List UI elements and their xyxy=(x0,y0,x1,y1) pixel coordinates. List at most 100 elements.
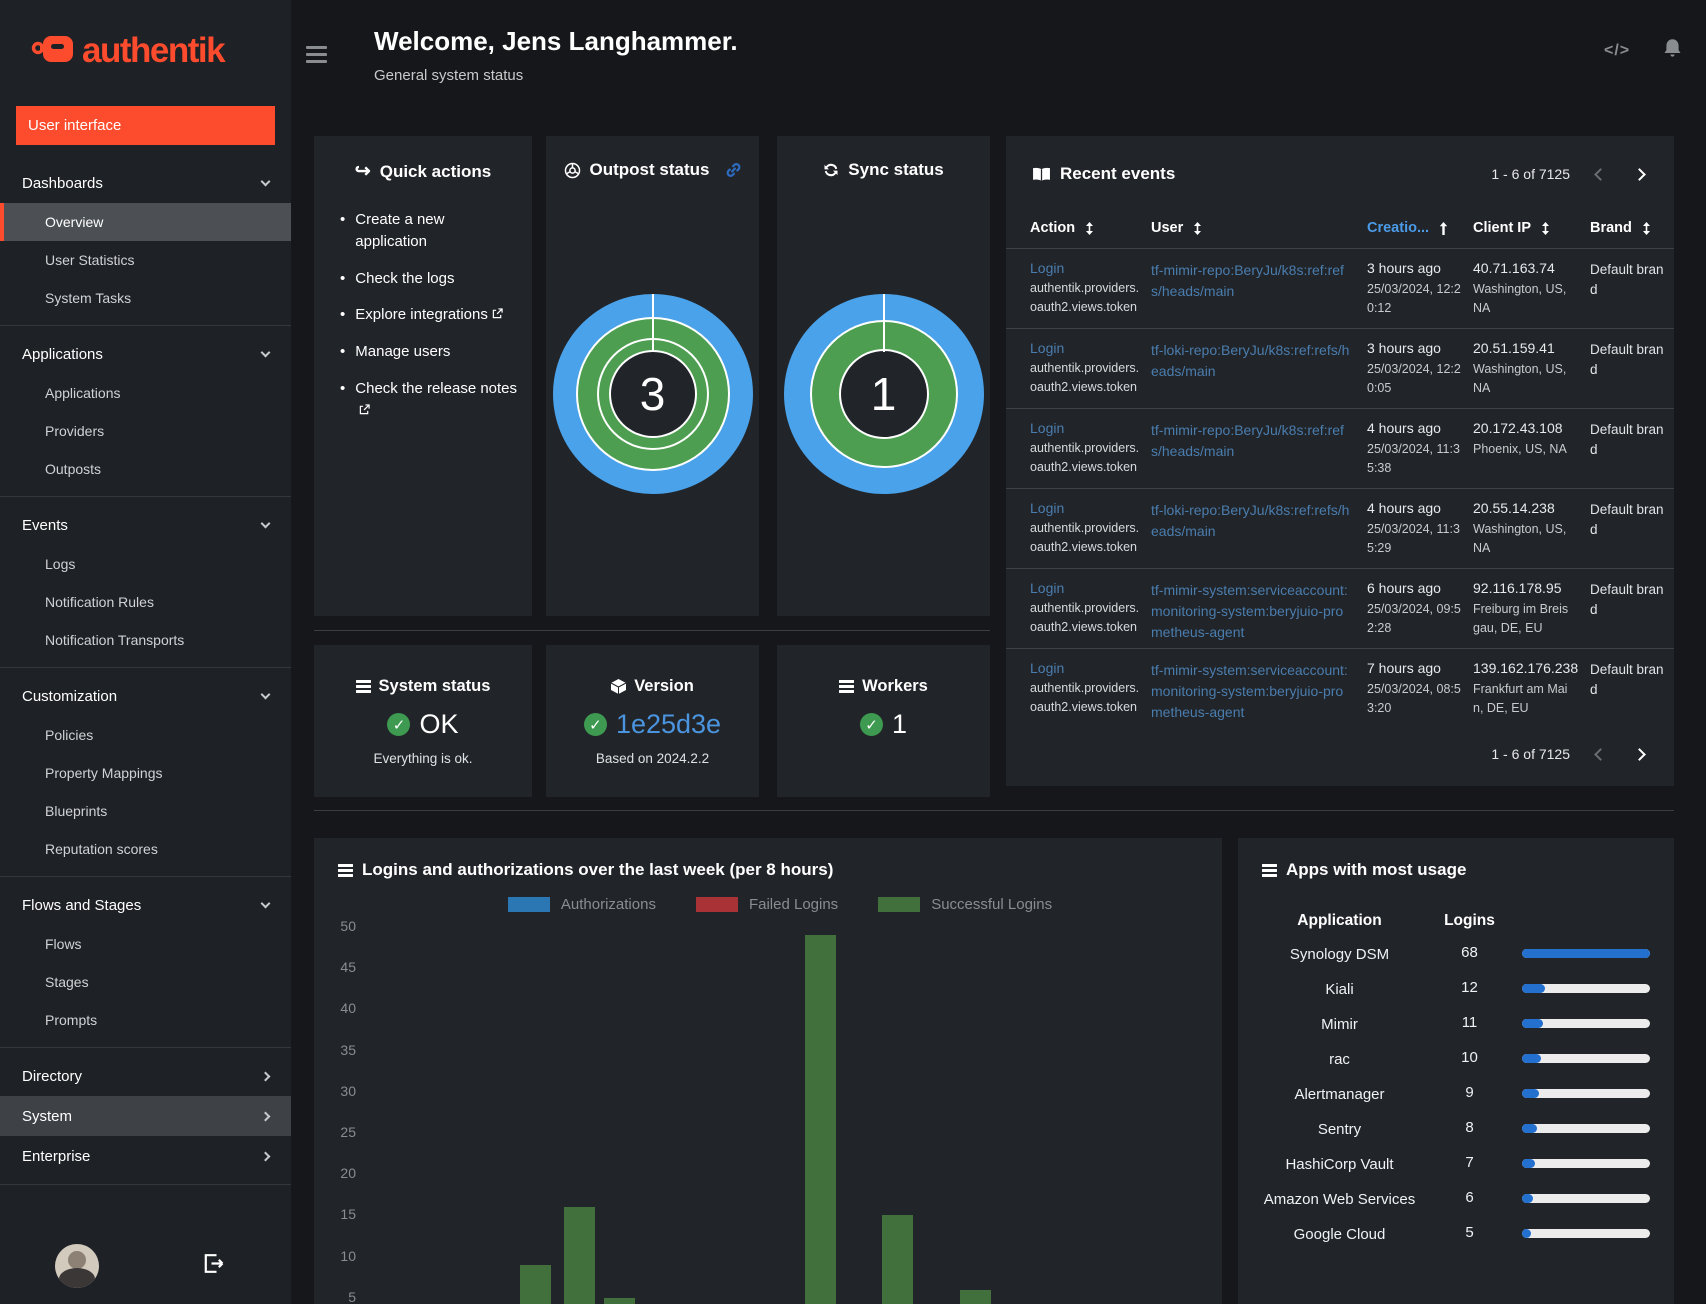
usage-bar-fill xyxy=(1522,984,1545,993)
event-action-link[interactable]: Login xyxy=(1030,340,1065,356)
event-action-detail: authentik.providers.oauth2.views.token xyxy=(1030,681,1140,715)
sidebar-section-dashboards[interactable]: Dashboards xyxy=(0,163,291,203)
section-label: Directory xyxy=(22,1067,83,1085)
event-action-detail: authentik.providers.oauth2.views.token xyxy=(1030,281,1140,315)
event-action-link[interactable]: Login xyxy=(1030,580,1065,596)
column-header-action[interactable]: Action xyxy=(1030,220,1151,236)
legend-item[interactable]: Authorizations xyxy=(507,896,656,913)
sidebar-item-blueprints[interactable]: Blueprints xyxy=(45,803,108,819)
event-action-link[interactable]: Login xyxy=(1030,660,1065,676)
sidebar-item-overview[interactable]: Overview xyxy=(0,203,291,241)
event-client-ip: 40.71.163.74 xyxy=(1473,260,1555,276)
sidebar-section-enterprise[interactable]: Enterprise xyxy=(0,1136,291,1176)
sidebar-section-flows-and-stages[interactable]: Flows and Stages xyxy=(0,885,291,925)
sidebar-item-stages[interactable]: Stages xyxy=(45,974,89,990)
sidebar-item-system-tasks[interactable]: System Tasks xyxy=(45,290,132,306)
menu-hamburger-icon[interactable] xyxy=(306,46,327,67)
event-time-cell: 4 hours ago 25/03/2024, 11:35:38 xyxy=(1367,420,1473,488)
column-header-client-ip[interactable]: Client IP xyxy=(1473,220,1590,236)
sidebar-section-directory[interactable]: Directory xyxy=(0,1056,291,1096)
sidebar-item-user-statistics[interactable]: User Statistics xyxy=(45,252,135,268)
sign-out-icon[interactable] xyxy=(203,1254,225,1278)
column-header-brand[interactable]: Brand xyxy=(1590,220,1651,236)
sidebar-item-logs[interactable]: Logs xyxy=(45,556,76,572)
event-ip-cell: 20.51.159.41 Washington, US, NA xyxy=(1473,340,1590,408)
event-brand-cell: Default brand xyxy=(1590,420,1668,488)
app-name: Sentry xyxy=(1317,1121,1362,1138)
pagination-next-button[interactable] xyxy=(1631,162,1648,186)
column-header-user[interactable]: User xyxy=(1151,220,1367,236)
apps-header-row: Application Logins xyxy=(1238,912,1674,930)
usage-bar-fill xyxy=(1522,1159,1536,1168)
link-icon[interactable] xyxy=(726,162,741,178)
sidebar-item-property-mappings[interactable]: Property Mappings xyxy=(45,765,163,781)
user-interface-button[interactable]: User interface xyxy=(16,106,275,145)
notifications-bell-icon[interactable] xyxy=(1663,38,1682,64)
logins-chart-card: Logins and authorizations over the last … xyxy=(314,838,1222,1304)
app-usage-row: rac 10 xyxy=(1238,1049,1674,1070)
sidebar-divider xyxy=(0,876,291,877)
app-usage-row: HashiCorp Vault 7 xyxy=(1238,1154,1674,1175)
chart-plot: 50 45 40 35 30 25 20 15 10 5 xyxy=(314,838,1222,1304)
usage-bar-fill xyxy=(1522,1229,1532,1238)
sidebar-item-applications[interactable]: Applications xyxy=(45,385,121,401)
sidebar-section-system[interactable]: System xyxy=(0,1096,291,1136)
avatar-head xyxy=(68,1251,86,1269)
sidebar-item-policies[interactable]: Policies xyxy=(45,727,94,743)
event-brand: Default brand xyxy=(1590,502,1664,538)
quick-action-link[interactable]: • Check the logs xyxy=(340,268,518,290)
event-time-absolute: 25/03/2024, 12:20:05 xyxy=(1367,362,1461,396)
divider xyxy=(314,630,990,631)
authentik-logo[interactable]: authentik xyxy=(30,26,291,76)
table-row: Login authentik.providers.oauth2.views.to… xyxy=(1006,568,1674,648)
event-client-ip: 139.162.176.238 xyxy=(1473,660,1579,676)
event-user-link[interactable]: tf-loki-repo:BeryJu/k8s:ref:refs/heads/m… xyxy=(1151,502,1350,539)
event-action-link[interactable]: Login xyxy=(1030,500,1065,516)
event-action-cell: Login authentik.providers.oauth2.views.to… xyxy=(1030,580,1151,648)
quick-action-link[interactable]: • Check the release notes xyxy=(340,378,518,422)
legend-label: Successful Logins xyxy=(931,896,1053,913)
sidebar-item-flows[interactable]: Flows xyxy=(45,936,82,952)
event-time-cell: 3 hours ago 25/03/2024, 12:20:12 xyxy=(1367,260,1473,328)
event-user-link[interactable]: tf-mimir-system:serviceaccount:monitorin… xyxy=(1151,662,1348,720)
table-row: Login authentik.providers.oauth2.views.to… xyxy=(1006,648,1674,728)
usage-bar-fill xyxy=(1522,1194,1534,1203)
sidebar-item-providers[interactable]: Providers xyxy=(45,423,105,439)
column-header-creatio-[interactable]: Creatio... xyxy=(1367,220,1473,236)
avatar[interactable] xyxy=(55,1244,99,1288)
pagination-next-button[interactable] xyxy=(1631,742,1648,766)
sidebar-section-applications[interactable]: Applications xyxy=(0,334,291,374)
event-user-link[interactable]: tf-mimir-system:serviceaccount:monitorin… xyxy=(1151,582,1348,640)
app-logins: 12 xyxy=(1461,979,1478,996)
legend-item[interactable]: Failed Logins xyxy=(695,896,839,913)
legend-item[interactable]: Successful Logins xyxy=(878,896,1052,913)
sidebar-section-customization[interactable]: Customization xyxy=(0,676,291,716)
quick-action-link[interactable]: • Create a new application xyxy=(340,209,518,253)
pagination-range: 1 - 6 of 7125 xyxy=(1491,746,1570,762)
event-action-link[interactable]: Login xyxy=(1030,420,1065,436)
sidebar-item-notification-transports[interactable]: Notification Transports xyxy=(45,632,185,648)
sidebar-item-reputation-scores[interactable]: Reputation scores xyxy=(45,841,158,857)
sidebar-item-notification-rules[interactable]: Notification Rules xyxy=(45,594,154,610)
pagination-prev-button[interactable] xyxy=(1592,162,1609,186)
app-name: rac xyxy=(1329,1051,1350,1068)
version-value-link[interactable]: 1e25d3e xyxy=(615,709,722,739)
event-action-cell: Login authentik.providers.oauth2.views.to… xyxy=(1030,420,1151,488)
sidebar-section-events[interactable]: Events xyxy=(0,505,291,545)
bullet-icon: • xyxy=(340,211,346,228)
quick-action-link[interactable]: • Manage users xyxy=(340,341,518,363)
pagination-prev-button[interactable] xyxy=(1592,742,1609,766)
event-user-link[interactable]: tf-loki-repo:BeryJu/k8s:ref:refs/heads/m… xyxy=(1151,342,1350,379)
event-user-link[interactable]: tf-mimir-repo:BeryJu/k8s:ref:refs/heads/… xyxy=(1151,422,1344,459)
section-label: Applications xyxy=(22,345,103,363)
divider xyxy=(314,810,1674,811)
event-action-link[interactable]: Login xyxy=(1030,260,1065,276)
sidebar-item-prompts[interactable]: Prompts xyxy=(45,1012,98,1028)
sidebar-item-outposts[interactable]: Outposts xyxy=(45,461,102,477)
quick-action-link[interactable]: • Explore integrations xyxy=(340,304,518,326)
api-code-icon[interactable] xyxy=(1604,42,1630,60)
legend-label: Failed Logins xyxy=(748,896,839,913)
event-user-link[interactable]: tf-mimir-repo:BeryJu/k8s:ref:refs/heads/… xyxy=(1151,262,1344,299)
event-brand-cell: Default brand xyxy=(1590,580,1668,648)
event-time-cell: 4 hours ago 25/03/2024, 11:35:29 xyxy=(1367,500,1473,568)
